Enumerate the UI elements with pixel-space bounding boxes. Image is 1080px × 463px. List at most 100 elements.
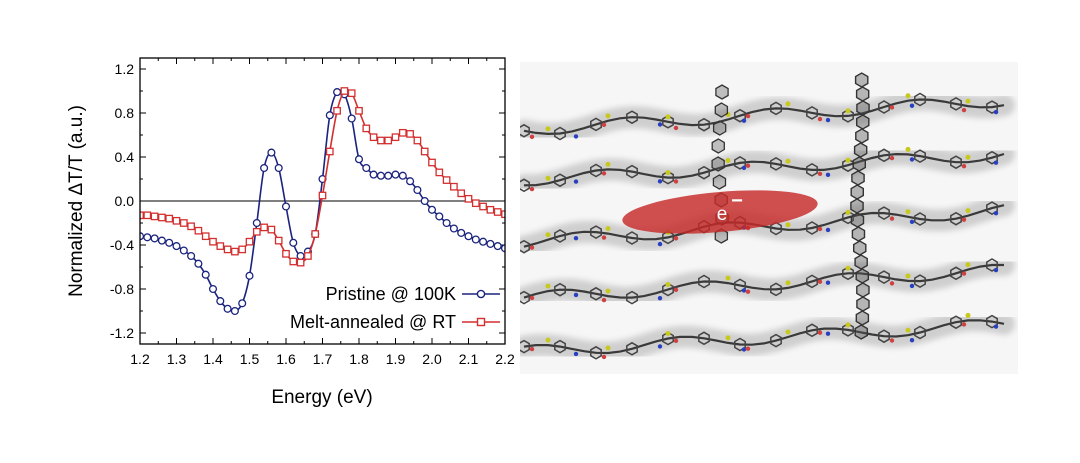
data-point-1	[428, 158, 436, 167]
data-point-1	[194, 226, 203, 235]
nitrogen-atom	[657, 122, 663, 127]
sulfur-atom	[965, 208, 971, 214]
aromatic-ring	[590, 286, 602, 301]
data-point-1	[201, 232, 210, 241]
data-point-1	[282, 249, 290, 258]
stack-ring	[711, 156, 725, 172]
x-tick-label: 1.4	[203, 351, 223, 367]
oxygen-atom	[889, 216, 895, 221]
nitrogen-atom	[741, 288, 747, 293]
data-point-0	[406, 177, 415, 186]
nitrogen-atom	[909, 219, 915, 224]
sulfur-atom	[845, 108, 851, 114]
stack-ring	[855, 86, 870, 102]
data-point-0	[449, 224, 458, 233]
nitrogen-atom	[657, 344, 663, 349]
aromatic-ring	[734, 278, 746, 293]
x-tick-label: 1.7	[313, 351, 333, 367]
y-tick-label: 1.2	[115, 61, 135, 77]
data-point-0	[384, 171, 393, 180]
stack-ring	[854, 254, 868, 270]
data-point-0	[427, 205, 437, 214]
backbone-halo	[513, 309, 1015, 365]
x-tick-label: 1.9	[386, 351, 406, 367]
x-tick-label: 1.8	[349, 351, 369, 367]
sulfur-atom	[725, 157, 731, 163]
data-point-1	[435, 168, 444, 177]
data-point-1	[231, 247, 239, 256]
oxygen-atom	[889, 105, 895, 110]
stack-ring	[851, 226, 866, 242]
data-point-1	[369, 133, 378, 142]
data-point-1	[150, 212, 159, 221]
sulfur-atom	[605, 161, 611, 167]
molecular-packing-illustration: e −	[513, 62, 1018, 374]
legend-marker-melt-annealed	[476, 317, 486, 327]
data-point-1	[296, 258, 305, 267]
legend: Pristine @ 100K Melt-annealed @ RT	[290, 284, 500, 332]
oxygen-atom	[745, 163, 751, 168]
aromatic-ring	[914, 149, 926, 163]
aromatic-ring	[554, 339, 566, 354]
stack-ring	[851, 170, 865, 186]
data-point-0	[391, 170, 400, 179]
aromatic-ring	[986, 100, 998, 114]
nitrogen-atom	[573, 292, 579, 298]
aromatic-ring	[770, 101, 782, 116]
nitrogen-atom	[573, 179, 579, 184]
stack-ring	[855, 310, 870, 326]
backbone-halo	[513, 88, 1015, 145]
nitrogen-atom	[909, 157, 915, 162]
legend-marker-pristine	[476, 289, 486, 299]
sulfur-atom	[545, 175, 551, 181]
sulfur-atom	[785, 280, 791, 286]
y-tick-label: -0.8	[110, 281, 134, 297]
data-point-1	[267, 225, 276, 234]
sulfur-atom	[965, 262, 971, 268]
data-point-1	[457, 189, 466, 198]
data-point-0	[194, 259, 203, 268]
data-point-1	[450, 182, 458, 191]
aromatic-ring	[950, 97, 962, 111]
aromatic-ring	[878, 329, 890, 344]
oxygen-atom	[961, 217, 967, 222]
aromatic-ring	[950, 266, 962, 281]
y-tick-label: 0.4	[115, 149, 135, 165]
aromatic-ring	[698, 274, 710, 289]
aromatic-ring	[770, 157, 782, 171]
oxygen-atom	[745, 289, 751, 294]
electron-superscript: −	[731, 190, 743, 212]
aromatic-ring	[950, 315, 962, 330]
data-point-0	[457, 228, 466, 237]
data-point-0	[252, 218, 261, 228]
data-point-1	[391, 133, 400, 142]
data-point-0	[245, 271, 254, 280]
aromatic-ring	[698, 165, 710, 180]
data-point-0	[362, 163, 371, 173]
sulfur-atom	[845, 157, 851, 163]
data-point-1	[216, 242, 225, 250]
data-point-1	[362, 124, 371, 133]
oxygen-atom	[817, 330, 823, 335]
nitrogen-atom	[657, 241, 663, 247]
oxygen-atom	[529, 295, 535, 301]
nitrogen-atom	[825, 117, 831, 123]
sulfur-atom	[905, 209, 911, 215]
aromatic-ring	[626, 110, 638, 125]
sulfur-atom	[725, 335, 731, 341]
nitrogen-atom	[909, 338, 915, 343]
data-point-0	[289, 238, 298, 247]
data-point-1	[209, 237, 217, 246]
oxygen-atom	[601, 171, 607, 176]
legend-label-pristine: Pristine @ 100K	[326, 284, 456, 304]
sulfur-atom	[965, 312, 971, 318]
sulfur-atom	[845, 209, 851, 215]
aromatic-ring	[770, 282, 782, 297]
aromatic-ring	[662, 282, 674, 297]
sulfur-atom	[605, 226, 611, 232]
aromatic-ring	[878, 206, 890, 220]
oxygen-atom	[817, 171, 823, 177]
x-tick-label: 1.6	[276, 351, 296, 367]
sulfur-atom	[725, 275, 731, 281]
